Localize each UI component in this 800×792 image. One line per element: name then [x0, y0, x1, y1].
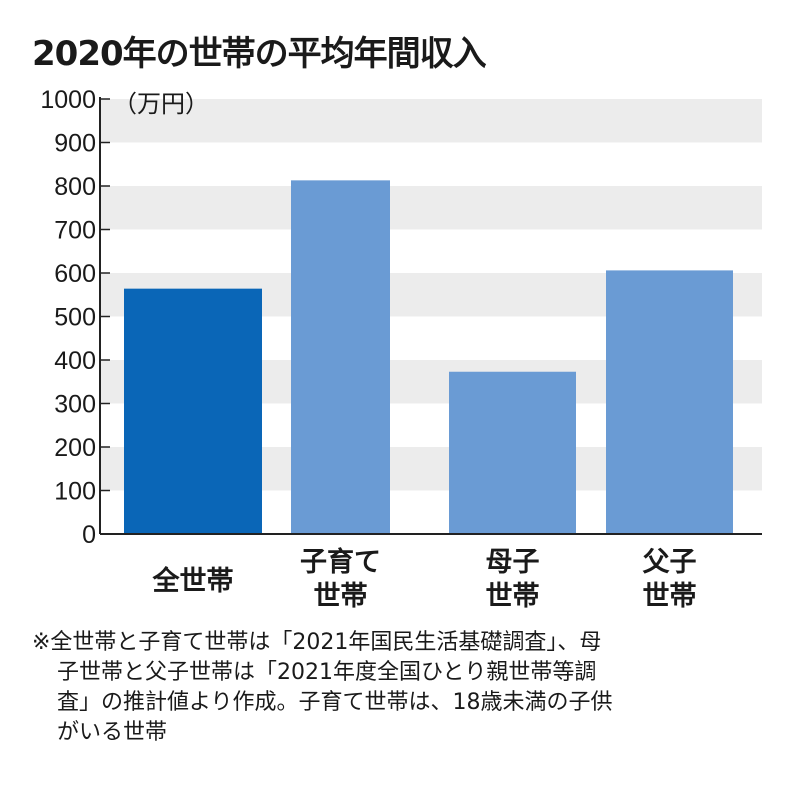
- y-tick-label: 900: [54, 130, 96, 158]
- y-tick-label: 100: [54, 478, 96, 506]
- chart-title: 2020年の世帯の平均年間収入: [32, 34, 487, 74]
- x-category-label: 父子 世帯: [642, 547, 697, 612]
- footnote-line: がいる世帯: [57, 720, 168, 745]
- bar-1: [291, 180, 390, 534]
- bar-2: [449, 371, 576, 534]
- x-category-label: 母子 世帯: [485, 547, 540, 612]
- y-tick-label: 700: [54, 217, 96, 245]
- y-tick-label: 800: [54, 173, 96, 201]
- y-axis-unit: （万円）: [113, 90, 209, 118]
- bar-0: [124, 288, 262, 534]
- footnote-line: 子世帯と父子世帯は「2021年度全国ひとり親世帯等調: [57, 660, 597, 685]
- y-tick-label: 0: [82, 521, 96, 549]
- y-tick-label: 500: [54, 304, 96, 332]
- footnote-line: 査」の推計値より作成。子育て世帯は、18歳未満の子供: [57, 690, 613, 715]
- y-tick-label: 200: [54, 434, 96, 462]
- grid-band: [100, 186, 762, 230]
- bar-3: [606, 270, 733, 534]
- y-tick-label: 400: [54, 347, 96, 375]
- y-tick-label: 600: [54, 260, 96, 288]
- y-tick-label: 1000: [40, 86, 96, 114]
- grid-band: [100, 99, 762, 143]
- x-category-label: 子育て 世帯: [300, 547, 381, 612]
- footnote-line: ※全世帯と子育て世帯は「2021年国民生活基礎調査」、母: [32, 630, 602, 655]
- y-tick-label: 300: [54, 391, 96, 419]
- footnote: ※全世帯と子育て世帯は「2021年国民生活基礎調査」、母 子世帯と父子世帯は「2…: [32, 628, 772, 748]
- x-category-label: 全世帯: [152, 566, 234, 597]
